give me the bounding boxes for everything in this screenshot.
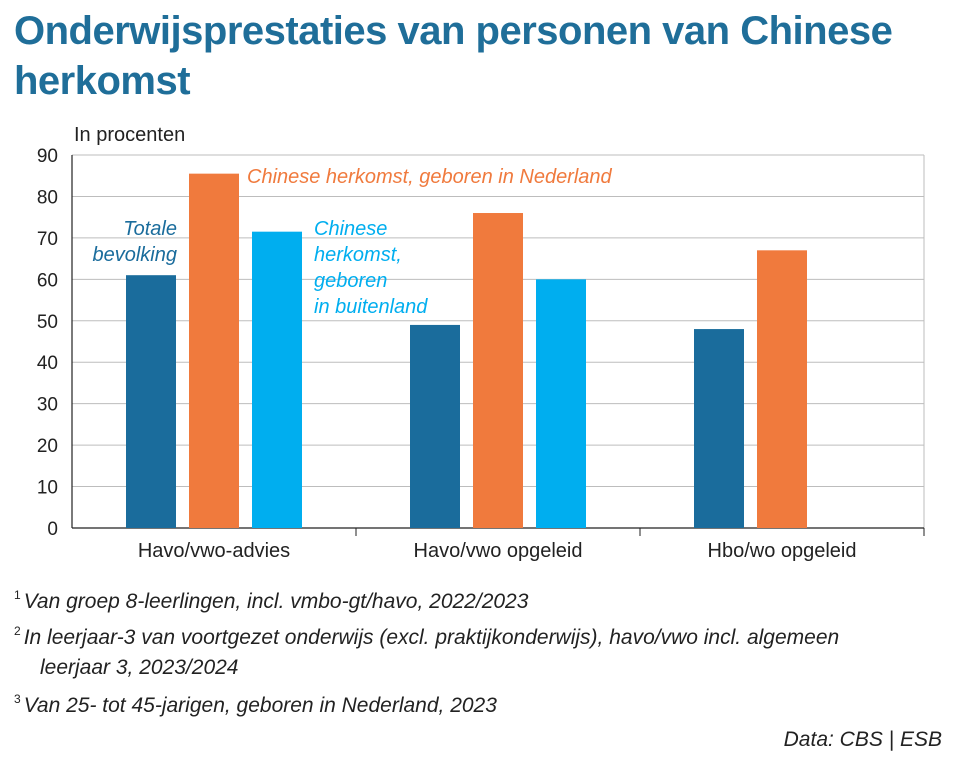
series-label-2-line-2: geboren <box>314 270 387 292</box>
series-label-2-line-1: herkomst, <box>314 244 402 266</box>
bar-0-0 <box>126 275 176 528</box>
y-tick-label-70: 70 <box>37 229 58 250</box>
y-tick-label-0: 0 <box>47 519 58 540</box>
footnote-1: 1 Van groep 8-leerlingen, incl. vmbo-gt/h… <box>14 588 529 613</box>
footnote-3: 3 Van 25- tot 45-jarigen, geboren in Nede… <box>14 692 497 717</box>
series-label-2-line-3: in buitenland <box>314 296 428 318</box>
y-tick-label-40: 40 <box>37 353 58 374</box>
x-tick-label-1: Havo/vwo opgeleid <box>414 540 583 562</box>
y-tick-label-80: 80 <box>37 187 58 208</box>
y-axis-label: In procenten <box>74 124 185 146</box>
series-label-1-line-0: Chinese herkomst, geboren in Nederland <box>247 166 613 188</box>
bar-0-2 <box>252 231 302 528</box>
footnote-2: 2 In leerjaar-3 van voortgezet onderwijs … <box>14 624 840 649</box>
y-tick-label-60: 60 <box>37 270 58 291</box>
chart-title: Onderwijsprestaties van personen van Chi… <box>14 9 893 103</box>
bar-2-0 <box>694 329 744 528</box>
y-tick-label-50: 50 <box>37 312 58 333</box>
bar-1-0 <box>410 324 460 528</box>
y-tick-label-10: 10 <box>37 478 58 499</box>
bar-chart: 0 10 20 30 40 50 60 70 80 90 In procenten Havo/vwo-… <box>37 124 925 562</box>
data-source: Data: CBS | ESB <box>783 728 942 751</box>
bar-1-2 <box>536 279 586 528</box>
y-tick-label-30: 30 <box>37 395 58 416</box>
bar-1-1 <box>473 213 523 528</box>
y-tick-label-90: 90 <box>37 146 58 167</box>
series-label-0-line-0: Totale <box>123 218 177 240</box>
footnote-2-continuation: leerjaar 3, 2023/2024 <box>40 656 239 679</box>
x-tick-label-0: Havo/vwo-advies <box>138 540 290 562</box>
series-label-2-line-0: Chinese <box>314 218 387 240</box>
bar-0-1 <box>189 173 239 528</box>
x-tick-label-2: Hbo/wo opgeleid <box>708 540 857 562</box>
y-tick-label-20: 20 <box>37 436 58 457</box>
series-label-0-line-1: bevolking <box>92 244 177 266</box>
bar-2-1 <box>757 250 807 529</box>
